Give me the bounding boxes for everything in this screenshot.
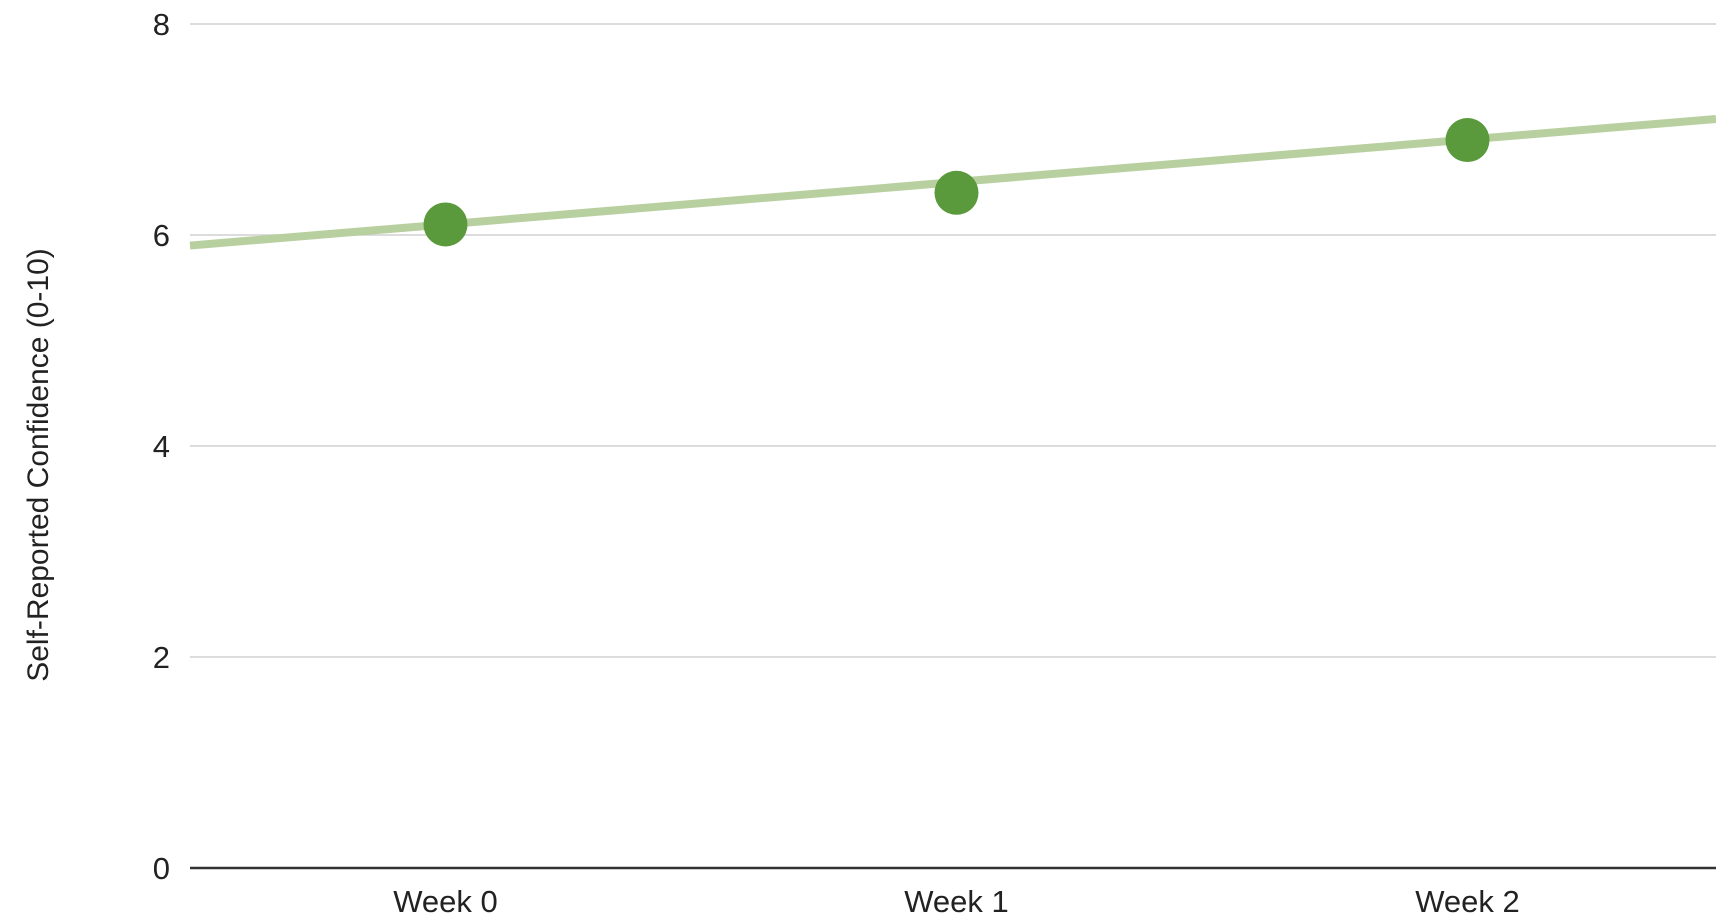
x-tick-label-1: Week 1 xyxy=(904,884,1009,919)
y-tick-label-0: 0 xyxy=(153,851,170,886)
grid-layer xyxy=(190,23,1716,870)
x-tick-label-2: Week 2 xyxy=(1415,884,1520,919)
data-point-0 xyxy=(423,202,468,247)
labels-layer: 0 2 4 6 8 Week 0 Week 1 Week 2 xyxy=(153,7,1520,919)
y-axis-title: Self-Reported Confidence (0-10) xyxy=(22,248,55,682)
y-tick-label-8: 8 xyxy=(153,7,170,42)
y-tick-label-4: 4 xyxy=(153,429,170,464)
data-point-1 xyxy=(934,170,979,215)
x-tick-label-0: Week 0 xyxy=(393,884,498,919)
y-tick-label-6: 6 xyxy=(153,218,170,253)
y-tick-label-2: 2 xyxy=(153,640,170,675)
data-point-2 xyxy=(1445,118,1490,163)
points-layer xyxy=(423,118,1490,247)
